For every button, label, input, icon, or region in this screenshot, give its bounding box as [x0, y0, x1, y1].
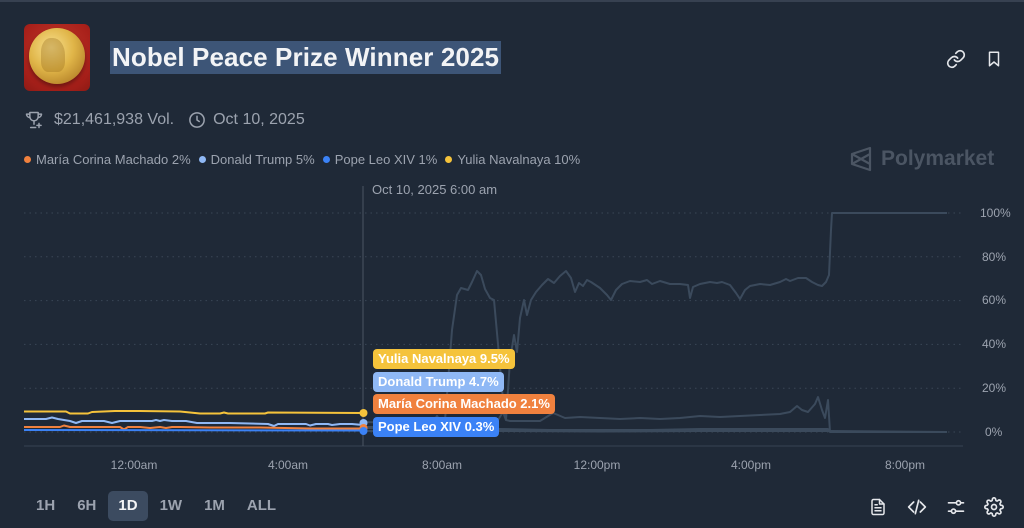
range-all-button[interactable]: ALL	[246, 497, 277, 514]
series-trump-line	[24, 416, 364, 427]
range-1m-button[interactable]: 1M	[204, 497, 225, 514]
legend-item-trump: Donald Trump 5%	[198, 152, 315, 167]
legend-label: Donald Trump 5%	[210, 152, 315, 167]
nobel-medal-icon	[29, 28, 85, 84]
legend-label: Yulia Navalnaya 10%	[457, 152, 581, 167]
time-range-selector: 1H 6H 1D 1W 1M ALL	[26, 491, 288, 521]
polymarket-watermark: Polymarket	[850, 146, 994, 172]
x-tick-label: 12:00pm	[573, 458, 621, 472]
x-tick-label: 8:00am	[421, 458, 463, 472]
polymarket-logo-icon	[850, 146, 872, 172]
tooltip-pope-leo: Pope Leo XIV 0.3%	[373, 417, 500, 437]
brand-name: Polymarket	[881, 147, 995, 170]
link-icon	[946, 49, 966, 69]
page-title: Nobel Peace Prize Winner 2025	[110, 41, 502, 74]
tooltip-machado: María Corina Machado 2.1%	[373, 394, 555, 414]
top-border	[0, 0, 1024, 2]
legend-dot-icon	[322, 156, 330, 163]
y-tick-label: 100%	[980, 206, 1011, 220]
bookmark-button[interactable]	[982, 47, 1006, 71]
x-tick-label: 12:00am	[110, 458, 158, 472]
sliders-icon	[947, 499, 965, 515]
range-6h-button[interactable]: 6H	[77, 497, 97, 514]
legend-item-pope-leo: Pope Leo XIV 1%	[322, 152, 438, 167]
range-1h-button[interactable]: 1H	[36, 497, 56, 514]
bookmark-icon	[988, 51, 1000, 67]
x-tick-label: 8:00pm	[884, 458, 926, 472]
legend-dot-icon	[445, 156, 453, 163]
x-tick-label: 4:00am	[267, 458, 309, 472]
y-tick-label: 0%	[985, 425, 1003, 439]
range-1d-button[interactable]: 1D	[108, 491, 148, 521]
chart-filters-button[interactable]	[944, 495, 968, 519]
y-tick-label: 80%	[982, 250, 1007, 264]
series-machado-line	[24, 424, 363, 431]
y-tick-label: 20%	[982, 381, 1007, 395]
embed-code-button[interactable]	[905, 495, 929, 519]
crosshair-date-label: Oct 10, 2025 6:00 am	[372, 182, 498, 197]
settings-gear-icon	[984, 497, 1004, 517]
chart-settings-button[interactable]	[982, 495, 1006, 519]
legend-item-navalnaya: Yulia Navalnaya 10%	[445, 152, 580, 167]
legend-dot-icon	[198, 156, 206, 163]
legend-dot-icon	[24, 156, 31, 163]
x-tick-label: 4:00pm	[730, 458, 772, 472]
legend-item-machado: María Corina Machado 2%	[24, 152, 191, 167]
chart-legend: María Corina Machado 2% Donald Trump 5% …	[24, 152, 588, 167]
rules-document-button[interactable]	[866, 495, 890, 519]
legend-label: Pope Leo XIV 1%	[334, 152, 438, 167]
legend-label: María Corina Machado 2%	[36, 152, 191, 167]
series-navalnaya-line	[24, 410, 364, 415]
series-pope-leo-line	[23, 429, 364, 432]
clock-icon	[189, 112, 205, 128]
document-icon	[871, 498, 885, 516]
crosshair-dots	[359, 409, 368, 435]
active-lines	[23, 410, 364, 432]
copy-link-button[interactable]	[944, 47, 968, 71]
y-tick-label: 60%	[982, 293, 1007, 307]
range-1w-button[interactable]: 1W	[159, 497, 183, 514]
market-logo-image	[24, 24, 90, 91]
code-embed-icon	[907, 499, 927, 515]
y-tick-label: 40%	[982, 337, 1007, 351]
tooltip-navalnaya: Yulia Navalnaya 9.5%	[373, 349, 515, 369]
volume-text: $21,461,938 Vol.	[54, 111, 175, 128]
market-meta: $21,461,938 Vol. Oct 10, 2025	[24, 109, 305, 131]
tooltip-trump: Donald Trump 4.7%	[373, 372, 504, 392]
trophy-icon	[25, 111, 43, 129]
end-date-text: Oct 10, 2025	[213, 111, 305, 128]
